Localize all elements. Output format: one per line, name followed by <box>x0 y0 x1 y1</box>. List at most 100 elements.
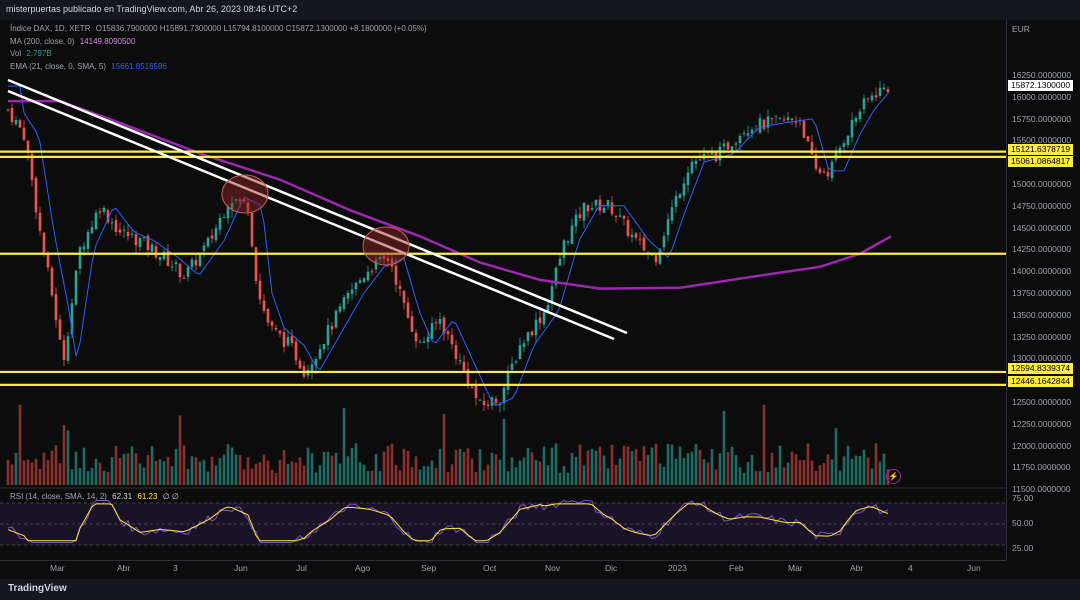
candle-body <box>34 177 38 213</box>
candle-body <box>546 305 550 312</box>
candle-body <box>230 202 234 210</box>
volume-bar <box>194 457 198 485</box>
volume-bar <box>78 467 82 485</box>
candle-body <box>70 303 74 335</box>
level-box: 12446.1642844 <box>1008 376 1074 387</box>
candle-body <box>726 142 730 150</box>
volume-bar <box>254 463 258 485</box>
price-chart[interactable] <box>0 0 1006 580</box>
volume-bar <box>494 454 498 485</box>
logo-text: TradingView <box>8 583 67 594</box>
volume-bar <box>642 446 646 485</box>
volume-bar <box>134 453 138 485</box>
candle-body <box>878 87 882 96</box>
rsi-tick: 25.00 <box>1012 543 1034 553</box>
time-axis[interactable] <box>0 560 1006 577</box>
vol-label[interactable]: Vol <box>10 49 22 58</box>
volume-bar <box>346 456 350 485</box>
volume-bar <box>426 466 430 485</box>
time-label: Jun <box>967 563 981 573</box>
volume-bar <box>358 462 362 485</box>
volume-bar <box>430 460 434 485</box>
volume-bar <box>842 456 846 485</box>
volume-bar <box>278 459 282 485</box>
candle-body <box>446 331 450 335</box>
candle-body <box>462 361 466 371</box>
volume-bar <box>794 454 798 485</box>
rsi-tick: 50.00 <box>1012 518 1034 528</box>
volume-bar <box>370 470 374 485</box>
candle-body <box>154 246 158 258</box>
candle-body <box>766 116 770 128</box>
ohlc-values: O15836.7900000 H15891.7300000 L15794.810… <box>95 24 427 33</box>
candle-body <box>218 217 222 230</box>
rsi-label[interactable]: RSI (14, close, SMA, 14, 2) <box>10 492 107 501</box>
price-tick: 11750.0000000 <box>1012 462 1071 473</box>
volume-bar <box>354 443 358 485</box>
ma-label[interactable]: MA (200, close, 0) <box>10 36 75 46</box>
volume-bar <box>578 444 582 485</box>
volume-bar <box>138 463 142 485</box>
candle-body <box>350 289 354 294</box>
candle-body <box>838 147 842 154</box>
candle-body <box>690 161 694 174</box>
candle-body <box>442 317 446 334</box>
volume-bar <box>802 460 806 485</box>
volume-bar <box>214 465 218 485</box>
rsi-band <box>0 503 1006 545</box>
volume-bar <box>22 460 26 485</box>
candle-body <box>494 398 498 404</box>
candle-body <box>390 259 394 267</box>
volume-bar <box>614 464 618 485</box>
volume-bar <box>698 449 702 485</box>
candle-body <box>422 341 426 343</box>
candle-body <box>778 117 782 119</box>
volume-bar <box>338 463 342 485</box>
volume-bar <box>218 458 222 485</box>
volume-bar <box>582 465 586 485</box>
time-label: 2023 <box>668 563 687 573</box>
candle-body <box>662 236 666 248</box>
volume-bar <box>190 456 194 485</box>
volume-bar <box>774 467 778 485</box>
volume-bar <box>150 446 154 485</box>
volume-bar <box>462 451 466 485</box>
candle-body <box>738 135 742 143</box>
volume-bar <box>30 462 34 485</box>
volume-bar <box>270 469 274 485</box>
volume-bar <box>222 454 226 485</box>
candle-body <box>622 215 626 219</box>
candle-body <box>814 154 818 169</box>
price-axis[interactable] <box>1006 20 1080 560</box>
candle-body <box>430 323 434 340</box>
ema-label[interactable]: EMA (21, close, 0, SMA, 5) <box>10 61 107 71</box>
volume-bar <box>482 470 486 485</box>
volume-bar <box>66 430 70 485</box>
time-label: 4 <box>908 563 913 573</box>
volume-bar <box>594 450 598 485</box>
candle-body <box>354 282 358 290</box>
volume-bar <box>90 468 94 485</box>
price-tick: 12500.0000000 <box>1012 397 1072 407</box>
lightning-icon[interactable]: ⚡ <box>886 469 901 484</box>
candle-body <box>18 120 22 128</box>
volume-bar <box>286 463 290 485</box>
symbol-label[interactable]: Índice DAX, 1D, XETR <box>10 24 91 33</box>
volume-bar <box>306 447 310 485</box>
candle-body <box>322 344 326 350</box>
candle-body <box>822 171 826 173</box>
volume-bar <box>570 452 574 485</box>
volume-bar <box>14 452 18 485</box>
volume-bar <box>422 466 426 485</box>
volume-bar <box>826 454 830 485</box>
candle-body <box>362 278 366 283</box>
candle-body <box>594 199 598 206</box>
volume-bar <box>382 451 386 485</box>
candle-body <box>238 199 242 201</box>
candle-body <box>586 205 590 212</box>
candle-body <box>178 263 182 277</box>
candle-body <box>770 118 774 120</box>
volume-bar <box>310 453 314 485</box>
candle-body <box>318 349 322 359</box>
rsi-legend: RSI (14, close, SMA, 14, 2) 62.31 61.23 … <box>10 492 179 501</box>
